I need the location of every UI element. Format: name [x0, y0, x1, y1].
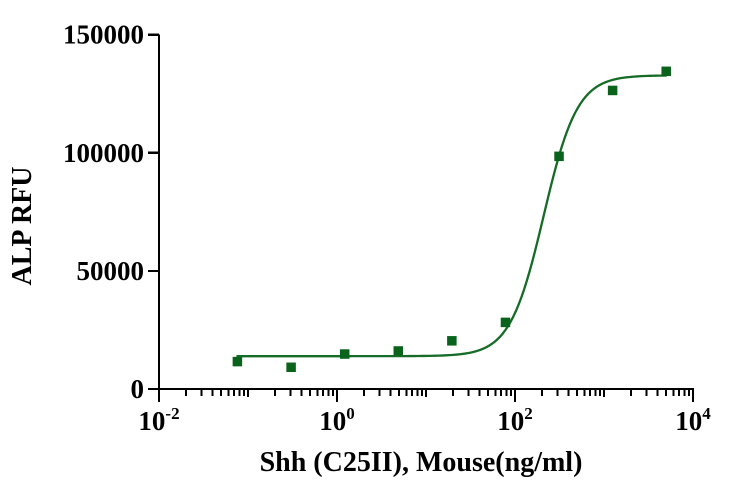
y-tick-label: 150000	[63, 20, 144, 50]
x-tick-exponent: -2	[165, 404, 179, 423]
x-axis-ticks	[157, 389, 695, 402]
x-tick-exponent: 0	[346, 404, 355, 423]
data-point-marker	[286, 362, 296, 373]
y-axis-tick-labels: 0 50000 100000 150000	[63, 20, 144, 404]
data-point-marker	[661, 66, 671, 77]
y-tick-label: 100000	[63, 138, 144, 168]
data-point-marker	[607, 85, 618, 96]
x-tick-label: 102	[497, 404, 533, 436]
x-tick-base: 10	[138, 406, 165, 436]
data-point-marker	[554, 151, 564, 162]
data-point-marker	[447, 336, 457, 346]
y-axis-ticks	[148, 33, 159, 391]
x-tick-label: 10-2	[138, 404, 179, 436]
x-tick-label: 100	[319, 404, 355, 436]
data-point-marker	[500, 317, 511, 328]
x-tick-base: 10	[319, 406, 346, 436]
data-point-marker	[339, 349, 350, 359]
x-axis-tick-labels: 10-2 100 102 104	[138, 404, 711, 436]
y-tick-label: 0	[131, 374, 145, 404]
y-tick-label: 50000	[77, 256, 145, 286]
data-point-marker	[232, 356, 243, 367]
fit-curve	[236, 74, 668, 358]
y-axis-label: ALP RFU	[7, 167, 38, 286]
x-tick-base: 10	[675, 406, 702, 436]
x-tick-label: 104	[675, 404, 711, 436]
data-point-marker	[393, 346, 404, 356]
x-tick-exponent: 4	[702, 404, 711, 423]
x-axis-label: Shh (C25II), Mouse(ng/ml)	[260, 447, 583, 478]
x-tick-exponent: 2	[524, 404, 533, 423]
data-points	[232, 66, 671, 373]
x-tick-base: 10	[497, 406, 524, 436]
